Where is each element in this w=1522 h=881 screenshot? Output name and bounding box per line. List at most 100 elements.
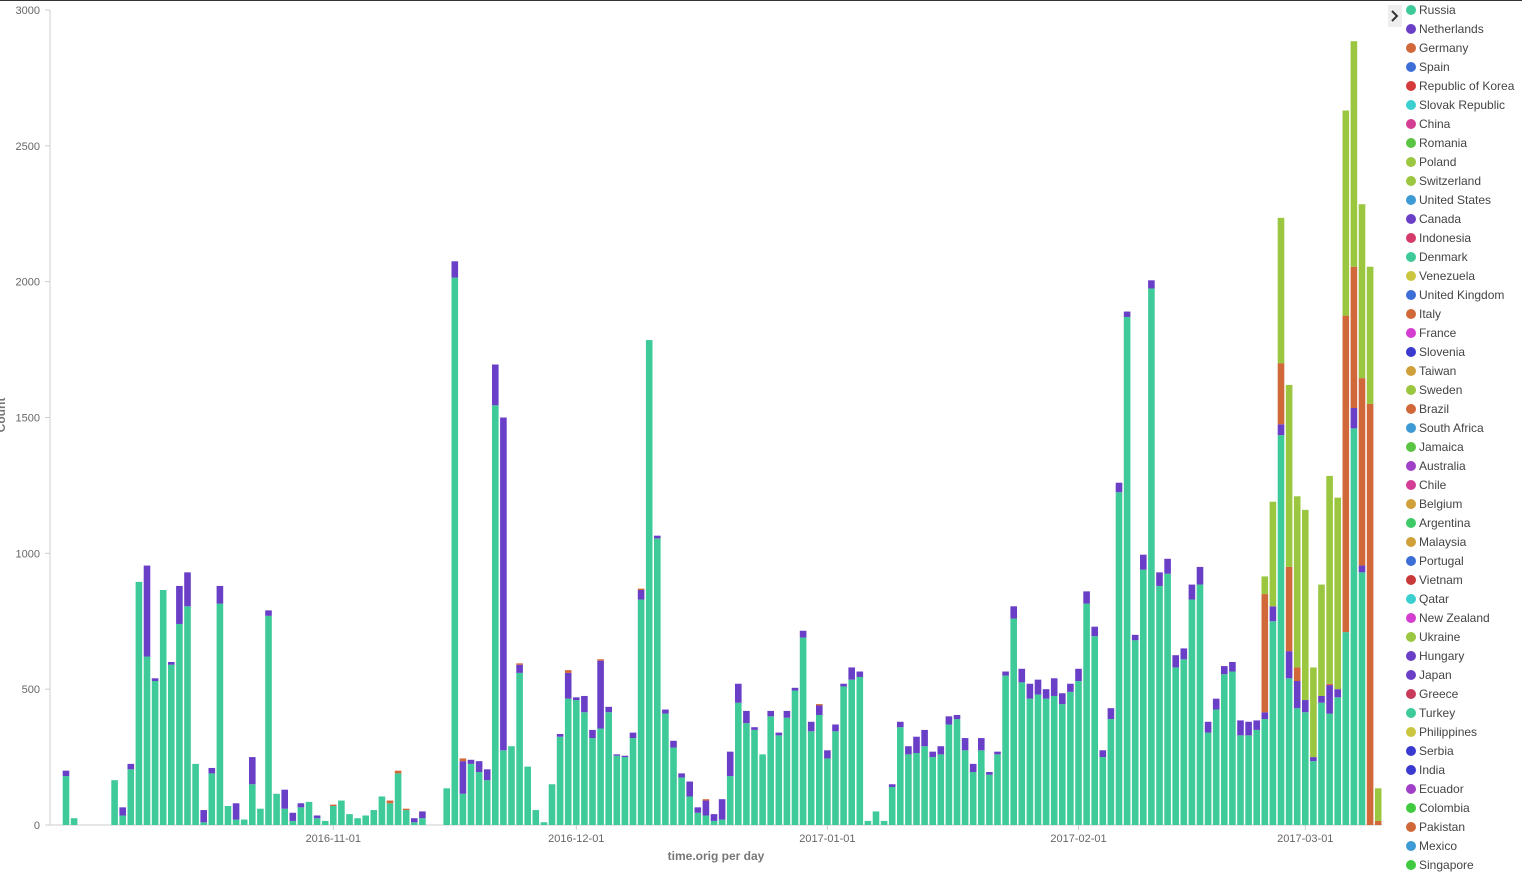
bar-segment: [743, 723, 750, 825]
legend-label: Colombia: [1419, 801, 1470, 815]
bar-segment: [419, 818, 426, 825]
bar-segment: [330, 804, 337, 806]
bar-segment: [1350, 266, 1358, 408]
legend-label: Hungary: [1419, 649, 1464, 663]
bar-segment: [816, 704, 823, 706]
bar-segment: [1131, 634, 1139, 641]
y-tick-label: 1500: [16, 413, 40, 425]
legend-label: Jamaica: [1419, 440, 1464, 454]
bar-segment: [726, 751, 734, 777]
bar-segment: [151, 681, 159, 825]
bar-segment: [994, 754, 1001, 825]
legend-swatch: [1406, 822, 1416, 832]
bar-segment: [929, 751, 936, 758]
bar-segment: [143, 656, 151, 825]
bar-segment: [1034, 679, 1042, 695]
bar-segment: [1042, 698, 1050, 825]
bar-segment: [208, 773, 216, 825]
bar-segment: [1253, 729, 1260, 825]
bar-segment: [1358, 572, 1366, 825]
legend-label: New Zealand: [1419, 611, 1490, 625]
legend-swatch: [1406, 765, 1416, 775]
legend-swatch: [1406, 81, 1416, 91]
bar-segment: [629, 732, 637, 739]
bar-segment: [176, 585, 183, 624]
bar-segment: [1285, 384, 1293, 567]
bar-segment: [483, 769, 491, 781]
legend-swatch: [1406, 309, 1416, 319]
bar-segment: [281, 808, 288, 825]
bar-segment: [1188, 584, 1196, 600]
y-tick-label: 0: [34, 820, 40, 832]
legend-swatch: [1406, 328, 1416, 338]
bar-segment: [613, 755, 621, 825]
bar-segment: [629, 738, 637, 825]
bar-segment: [1204, 721, 1212, 733]
bar-segment: [637, 599, 645, 825]
bar-segment: [961, 738, 969, 751]
legend-swatch: [1406, 499, 1416, 509]
legend-label: France: [1419, 326, 1457, 340]
legend-label: Portugal: [1419, 554, 1464, 568]
bar-segment: [1026, 698, 1034, 825]
bar-segment: [394, 773, 402, 825]
bar-segment: [1253, 720, 1260, 730]
legend-label: Japan: [1419, 668, 1452, 682]
bar-segment: [1221, 666, 1228, 675]
bar-segment: [443, 788, 450, 825]
x-tick-label: 2017-01-01: [799, 833, 855, 845]
legend-swatch: [1406, 575, 1416, 585]
bar-segment: [759, 754, 766, 825]
bar-segment: [289, 812, 297, 821]
bar-segment: [159, 590, 167, 825]
bar-segment: [1164, 558, 1171, 574]
legend-swatch: [1406, 803, 1416, 813]
x-axis-label: time.orig per day: [668, 849, 765, 863]
bar-segment: [678, 773, 685, 778]
bar-segment: [1010, 618, 1017, 825]
bar-segment: [799, 637, 807, 825]
bar-segment: [1285, 678, 1293, 825]
bar-segment: [597, 728, 604, 825]
bar-segment: [232, 819, 240, 825]
bar-segment: [1350, 41, 1358, 267]
bar-segment: [402, 810, 410, 825]
bar-segment: [856, 676, 864, 825]
bar-segment: [1059, 704, 1066, 825]
bar-segment: [1358, 565, 1366, 573]
collapse-button[interactable]: [1388, 5, 1402, 27]
bar-segment: [411, 822, 418, 825]
legend-label: Republic of Korea: [1419, 79, 1515, 93]
bar-segment: [1140, 554, 1147, 570]
legend-swatch: [1406, 290, 1416, 300]
bar-segment: [1261, 576, 1269, 595]
legend-label: Malaysia: [1419, 535, 1467, 549]
bar-segment: [573, 697, 580, 701]
bar-segment: [597, 660, 604, 729]
legend-swatch: [1406, 43, 1416, 53]
y-tick-label: 500: [22, 684, 40, 696]
bar-segment: [840, 686, 847, 825]
bar-segment: [1115, 492, 1123, 825]
bar-segment: [564, 672, 572, 699]
bar-segment: [313, 815, 321, 819]
y-tick-label: 1000: [16, 548, 40, 560]
bar-segment: [783, 710, 791, 718]
bar-segment: [1293, 708, 1301, 825]
bar-segment: [297, 803, 305, 808]
bar-segment: [1285, 651, 1293, 679]
bar-segment: [597, 659, 604, 661]
bar-segment: [208, 767, 216, 774]
legend-swatch: [1406, 271, 1416, 281]
bar-segment: [402, 808, 410, 811]
legend-swatch: [1406, 404, 1416, 414]
bar-segment: [1034, 694, 1042, 825]
bar-segment: [1277, 424, 1285, 436]
legend-swatch: [1406, 689, 1416, 699]
bar-segment: [1310, 757, 1317, 762]
bar-segment: [1002, 675, 1009, 825]
y-tick-label: 2000: [16, 277, 40, 289]
bar-segment: [1374, 820, 1382, 825]
legend-swatch: [1406, 366, 1416, 376]
